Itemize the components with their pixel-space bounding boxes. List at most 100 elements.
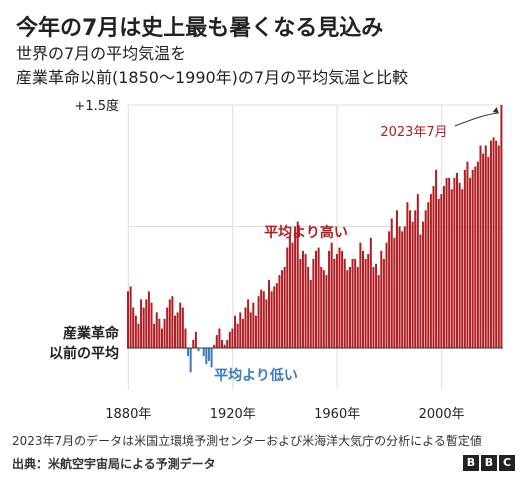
bar-1913 xyxy=(213,344,216,348)
bar-1887 xyxy=(145,299,148,348)
bar-1898 xyxy=(174,315,177,348)
bar-2004 xyxy=(450,189,453,348)
bar-1954 xyxy=(320,267,323,348)
bar-1923 xyxy=(239,312,242,348)
bar-1900 xyxy=(179,302,182,348)
bar-1944 xyxy=(294,226,297,348)
bar-1980 xyxy=(388,231,391,348)
bar-1885 xyxy=(140,299,143,348)
bar-2021 xyxy=(495,140,498,348)
bar-1981 xyxy=(390,218,393,348)
bar-1943 xyxy=(291,242,294,348)
bar-2010 xyxy=(466,161,469,348)
bar-1895 xyxy=(166,307,169,348)
bar-1956 xyxy=(325,275,328,348)
bar-1958 xyxy=(330,242,333,348)
bar-1961 xyxy=(338,247,341,348)
bar-1942 xyxy=(288,234,291,348)
bbc-logo-letter-2: B xyxy=(481,455,497,471)
bar-1987 xyxy=(406,202,409,348)
bbc-logo-letter-1: B xyxy=(463,455,479,471)
bar-1924 xyxy=(241,318,244,348)
annotation-below-average: 平均より低い xyxy=(214,367,298,384)
bar-1955 xyxy=(322,270,325,348)
bar-1904 xyxy=(189,348,192,373)
bar-1949 xyxy=(307,267,310,348)
bar-1890 xyxy=(153,323,156,348)
bar-1897 xyxy=(171,296,174,348)
bar-1933 xyxy=(265,299,268,348)
bar-2017 xyxy=(484,145,487,348)
bar-1974 xyxy=(372,267,375,348)
bar-1932 xyxy=(262,291,265,348)
bar-1920 xyxy=(231,328,234,348)
bar-1977 xyxy=(380,250,383,348)
bar-1903 xyxy=(187,348,190,357)
bar-2003 xyxy=(448,177,451,348)
bar-1906 xyxy=(194,331,197,348)
bar-1964 xyxy=(346,270,349,348)
chart-subtitle-line1: 世界の7月の平均気温を xyxy=(16,44,187,63)
bar-1951 xyxy=(312,258,315,348)
bar-1882 xyxy=(132,307,135,348)
bar-1907 xyxy=(197,348,200,352)
bar-2018 xyxy=(487,156,490,348)
bar-1926 xyxy=(247,299,250,348)
bar-1928 xyxy=(252,302,255,348)
bar-1892 xyxy=(158,318,161,348)
bar-1997 xyxy=(432,186,435,348)
bar-1889 xyxy=(150,302,153,348)
bar-1945 xyxy=(296,221,299,348)
bar-1971 xyxy=(364,258,367,348)
bar-1927 xyxy=(249,312,252,348)
bbc-logo: B B C xyxy=(463,455,515,471)
bar-1972 xyxy=(367,254,370,348)
bar-1976 xyxy=(377,275,380,348)
highlight-2023-label: 2023年7月 xyxy=(380,125,447,140)
bar-1963 xyxy=(343,258,346,348)
bar-2012 xyxy=(471,169,474,348)
bar-1985 xyxy=(401,231,404,348)
bar-2011 xyxy=(469,177,472,348)
bar-1925 xyxy=(244,307,247,348)
bar-1886 xyxy=(142,307,145,348)
bar-1937 xyxy=(275,283,278,348)
bar-1899 xyxy=(176,312,179,348)
bar-1999 xyxy=(437,198,440,348)
bar-1960 xyxy=(335,254,338,348)
annotation-above-average: 平均より高い xyxy=(264,224,348,241)
bar-1983 xyxy=(395,210,398,348)
bar-1922 xyxy=(236,323,239,348)
bar-1984 xyxy=(398,226,401,348)
bar-2020 xyxy=(492,137,495,348)
bar-1880 xyxy=(127,291,130,348)
bar-2015 xyxy=(479,145,482,348)
bar-1950 xyxy=(309,279,312,348)
bar-1936 xyxy=(273,286,276,348)
bar-2023 xyxy=(500,105,503,348)
bar-1901 xyxy=(181,307,184,348)
bar-1910 xyxy=(205,348,208,365)
bar-1941 xyxy=(286,247,289,348)
bar-2014 xyxy=(476,161,479,348)
bar-1953 xyxy=(317,247,320,348)
bar-1970 xyxy=(362,250,365,348)
bar-1969 xyxy=(359,242,362,348)
temperature-bar-chart: 1880年 1920年 1960年 2000年 +1.5度 産業革命 以前の平均 平均… xyxy=(49,98,503,422)
bar-1990 xyxy=(414,210,417,348)
highlight-arrow xyxy=(454,112,499,127)
baseline-label-line1: 産業革命 xyxy=(63,325,120,342)
bar-1996 xyxy=(429,194,432,348)
bbc-logo-letter-3: C xyxy=(499,455,515,471)
bar-1888 xyxy=(147,291,150,348)
bar-2013 xyxy=(474,166,477,348)
y-top-label: +1.5度 xyxy=(74,98,119,114)
bar-1992 xyxy=(419,234,422,348)
bar-2006 xyxy=(456,173,459,348)
bar-1959 xyxy=(333,258,336,348)
bar-1994 xyxy=(424,210,427,348)
x-tick-label-1880: 1880年 xyxy=(105,407,151,422)
bar-1894 xyxy=(163,318,166,348)
bar-1896 xyxy=(168,299,171,348)
x-tick-label-1960: 1960年 xyxy=(314,407,360,422)
